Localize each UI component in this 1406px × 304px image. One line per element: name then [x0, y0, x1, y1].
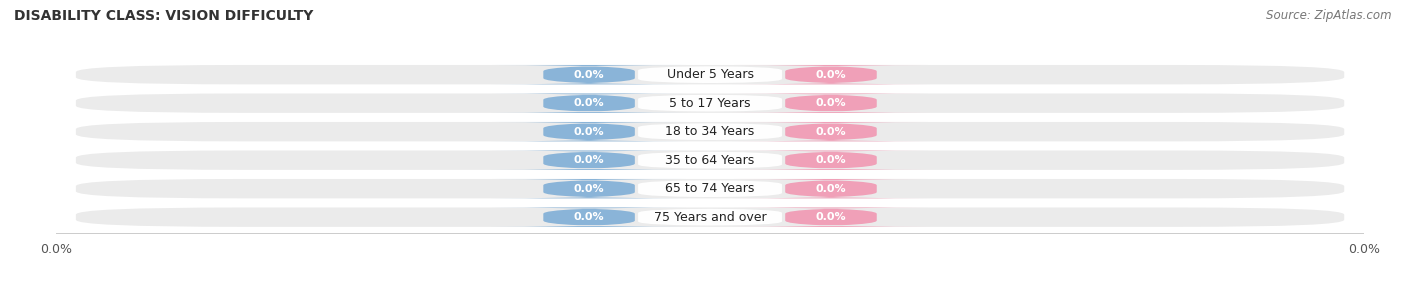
FancyBboxPatch shape: [638, 209, 782, 226]
Text: 0.0%: 0.0%: [815, 212, 846, 222]
FancyBboxPatch shape: [733, 208, 929, 227]
FancyBboxPatch shape: [733, 179, 929, 199]
Text: 75 Years and over: 75 Years and over: [654, 211, 766, 224]
Text: 0.0%: 0.0%: [574, 212, 605, 222]
FancyBboxPatch shape: [76, 179, 1344, 199]
FancyBboxPatch shape: [491, 150, 688, 170]
Text: 0.0%: 0.0%: [574, 70, 605, 80]
FancyBboxPatch shape: [638, 180, 782, 197]
FancyBboxPatch shape: [638, 123, 782, 140]
Text: 18 to 34 Years: 18 to 34 Years: [665, 125, 755, 138]
Text: 0.0%: 0.0%: [815, 155, 846, 165]
Text: 0.0%: 0.0%: [574, 184, 605, 194]
FancyBboxPatch shape: [76, 65, 1344, 85]
Text: 5 to 17 Years: 5 to 17 Years: [669, 97, 751, 110]
Text: DISABILITY CLASS: VISION DIFFICULTY: DISABILITY CLASS: VISION DIFFICULTY: [14, 9, 314, 23]
FancyBboxPatch shape: [733, 150, 929, 170]
FancyBboxPatch shape: [76, 122, 1344, 141]
FancyBboxPatch shape: [491, 94, 688, 113]
Text: 0.0%: 0.0%: [574, 127, 605, 137]
FancyBboxPatch shape: [733, 94, 929, 113]
FancyBboxPatch shape: [638, 152, 782, 169]
FancyBboxPatch shape: [733, 122, 929, 141]
Text: Source: ZipAtlas.com: Source: ZipAtlas.com: [1267, 9, 1392, 22]
Text: 0.0%: 0.0%: [815, 98, 846, 108]
Text: 0.0%: 0.0%: [815, 184, 846, 194]
Text: 0.0%: 0.0%: [574, 155, 605, 165]
FancyBboxPatch shape: [638, 66, 782, 83]
Text: 0.0%: 0.0%: [815, 70, 846, 80]
Text: 65 to 74 Years: 65 to 74 Years: [665, 182, 755, 195]
Text: 0.0%: 0.0%: [574, 98, 605, 108]
FancyBboxPatch shape: [76, 94, 1344, 113]
Text: Under 5 Years: Under 5 Years: [666, 68, 754, 81]
Text: 0.0%: 0.0%: [815, 127, 846, 137]
Text: 35 to 64 Years: 35 to 64 Years: [665, 154, 755, 167]
FancyBboxPatch shape: [491, 208, 688, 227]
FancyBboxPatch shape: [491, 179, 688, 199]
FancyBboxPatch shape: [491, 122, 688, 141]
Legend: Male, Female: Male, Female: [647, 303, 773, 304]
FancyBboxPatch shape: [733, 65, 929, 85]
FancyBboxPatch shape: [76, 208, 1344, 227]
FancyBboxPatch shape: [491, 65, 688, 85]
FancyBboxPatch shape: [638, 95, 782, 112]
FancyBboxPatch shape: [76, 150, 1344, 170]
